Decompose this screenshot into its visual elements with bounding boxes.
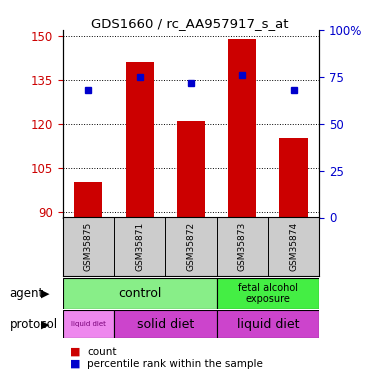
Bar xyxy=(228,39,256,218)
Text: GSM35875: GSM35875 xyxy=(84,222,93,271)
Text: GDS1660 / rc_AA957917_s_at: GDS1660 / rc_AA957917_s_at xyxy=(91,17,289,30)
Text: percentile rank within the sample: percentile rank within the sample xyxy=(87,359,263,369)
Bar xyxy=(217,310,319,338)
Text: fetal alcohol
exposure: fetal alcohol exposure xyxy=(238,283,298,304)
Text: GSM35871: GSM35871 xyxy=(135,222,144,271)
Bar xyxy=(63,310,114,338)
Bar xyxy=(63,278,217,309)
Bar xyxy=(125,62,154,217)
Text: liquid diet: liquid diet xyxy=(71,321,106,327)
Text: count: count xyxy=(87,347,117,357)
Text: ■: ■ xyxy=(70,347,81,357)
Bar xyxy=(114,310,217,338)
Bar xyxy=(177,121,205,218)
Text: control: control xyxy=(118,287,162,300)
Text: solid diet: solid diet xyxy=(137,318,194,331)
Text: GSM35874: GSM35874 xyxy=(289,222,298,271)
Text: ▶: ▶ xyxy=(41,288,49,298)
Text: liquid diet: liquid diet xyxy=(237,318,299,331)
Text: ▶: ▶ xyxy=(41,319,49,329)
Text: agent: agent xyxy=(10,287,44,300)
Bar xyxy=(74,182,103,218)
Text: protocol: protocol xyxy=(10,318,58,331)
Bar xyxy=(217,278,319,309)
Bar xyxy=(279,138,308,218)
Text: GSM35873: GSM35873 xyxy=(238,222,247,271)
Text: GSM35872: GSM35872 xyxy=(187,222,195,271)
Text: ■: ■ xyxy=(70,359,81,369)
